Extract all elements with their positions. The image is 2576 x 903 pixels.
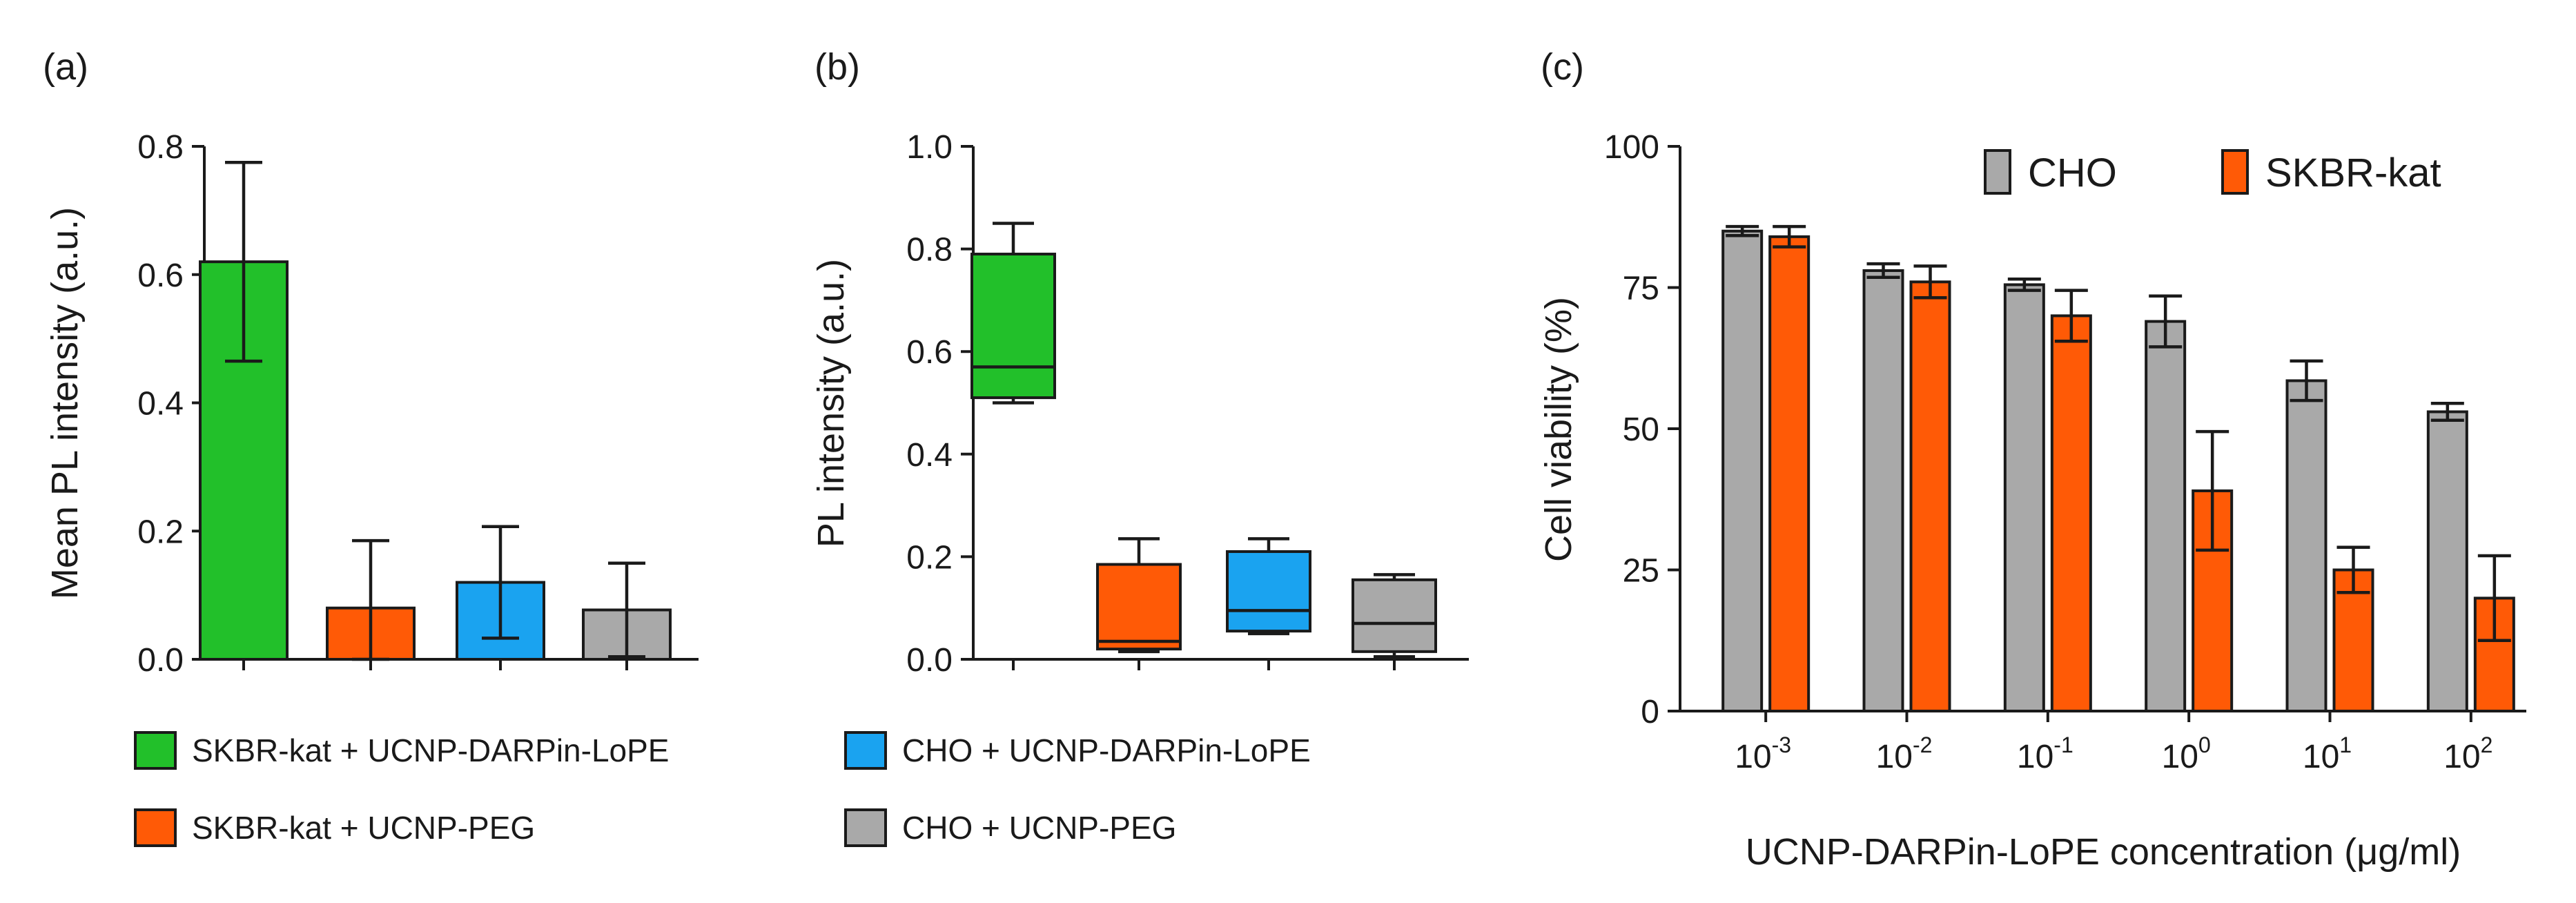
chart-c-y-tick-label: 75 [1623,271,1659,307]
chart-a-y-tick-label: 0.6 [137,258,184,294]
legend-swatch [135,810,175,846]
chart-b-box [1353,580,1436,652]
chart-a-y-label: Mean PL intensity (a.u.) [44,207,86,599]
chart-b-y-tick-label: 0.0 [906,642,953,679]
chart-c-bar [1911,282,1950,711]
chart-c-y-tick-label: 25 [1623,553,1659,590]
chart-b-box [972,254,1055,398]
chart-a-y-tick-label: 0.4 [137,386,184,423]
chart-c-legend-label: SKBR-kat [2265,150,2441,195]
legend-label: CHO + UCNP-DARPin-LoPE [902,732,1311,768]
legend-ab: SKBR-kat + UCNP-DARPin-LoPE CHO + UCNP-DA… [135,732,1311,846]
chart-c-bar [2428,411,2467,711]
chart-c-x-tick-label: 10-3 [1735,732,1791,775]
chart-a-y-tick-label: 0.2 [137,514,184,550]
chart-c-bar [2005,284,2044,711]
legend-label: SKBR-kat + UCNP-DARPin-LoPE [192,732,669,768]
chart-c-legend: CHO SKBR-kat [1985,150,2441,195]
panel-label-b: (b) [814,46,860,88]
chart-b-y-tick-label: 0.2 [906,539,953,576]
chart-b-y-tick-label: 1.0 [906,129,953,166]
chart-a-y-tick-label: 0.8 [137,129,184,166]
chart-c-bar [1723,231,1762,711]
chart-c-legend-label: CHO [2028,150,2117,195]
chart-c-legend-swatch [2223,150,2247,193]
chart-c-x-tick-label: 10-1 [2017,732,2074,775]
chart-c-y-tick-label: 50 [1623,411,1659,448]
chart-c-x-tick-label: 100 [2162,732,2211,775]
chart-b-y-label: PL intensity (a.u.) [810,259,852,547]
legend-swatch [846,810,886,846]
chart-c-bar [2146,322,2185,711]
chart-c-bar [1770,237,1808,711]
chart-c-bar [2052,315,2091,711]
chart-c-bar [2287,380,2326,711]
legend-swatch [135,732,175,768]
legend-swatch [846,732,886,768]
chart-c-x-tick-label: 102 [2443,732,2492,775]
chart-b-box [1097,565,1180,650]
legend-label: CHO + UCNP-PEG [902,810,1176,846]
chart-b: PL intensity (a.u.) 0.0 0.2 0.4 0.6 0.8 1.0 [810,129,1469,679]
chart-b-box [1227,552,1310,631]
chart-b-y-tick-label: 0.4 [906,437,953,474]
chart-a-y-tick-label: 0.0 [137,642,184,679]
chart-c-legend-swatch [1985,150,2010,193]
panel-label-c: (c) [1541,46,1584,88]
legend-label: SKBR-kat + UCNP-PEG [192,810,535,846]
chart-c-y-tick-label: 0 [1641,694,1659,730]
chart-b-y-tick-label: 0.8 [906,232,953,269]
chart-c-x-tick-label: 101 [2303,732,2352,775]
chart-c: Cell viability (%) UCNP-DARPin-LoPE conc… [1538,129,2526,873]
figure: (a) (b) (c) Mean PL intensity (a.u.) 0.0… [0,0,2576,903]
chart-c-x-tick-label: 10-2 [1876,732,1933,775]
panel-label-a: (a) [43,46,88,88]
chart-c-bar [1864,271,1903,711]
chart-c-y-tick-label: 100 [1604,129,1659,166]
chart-c-x-label: UCNP-DARPin-LoPE concentration (μg/ml) [1746,831,2461,873]
chart-b-y-tick-label: 0.6 [906,334,953,371]
chart-a: Mean PL intensity (a.u.) 0.0 0.2 0.4 0.6 0.8 [44,129,699,679]
chart-c-y-label: Cell viability (%) [1538,297,1579,562]
